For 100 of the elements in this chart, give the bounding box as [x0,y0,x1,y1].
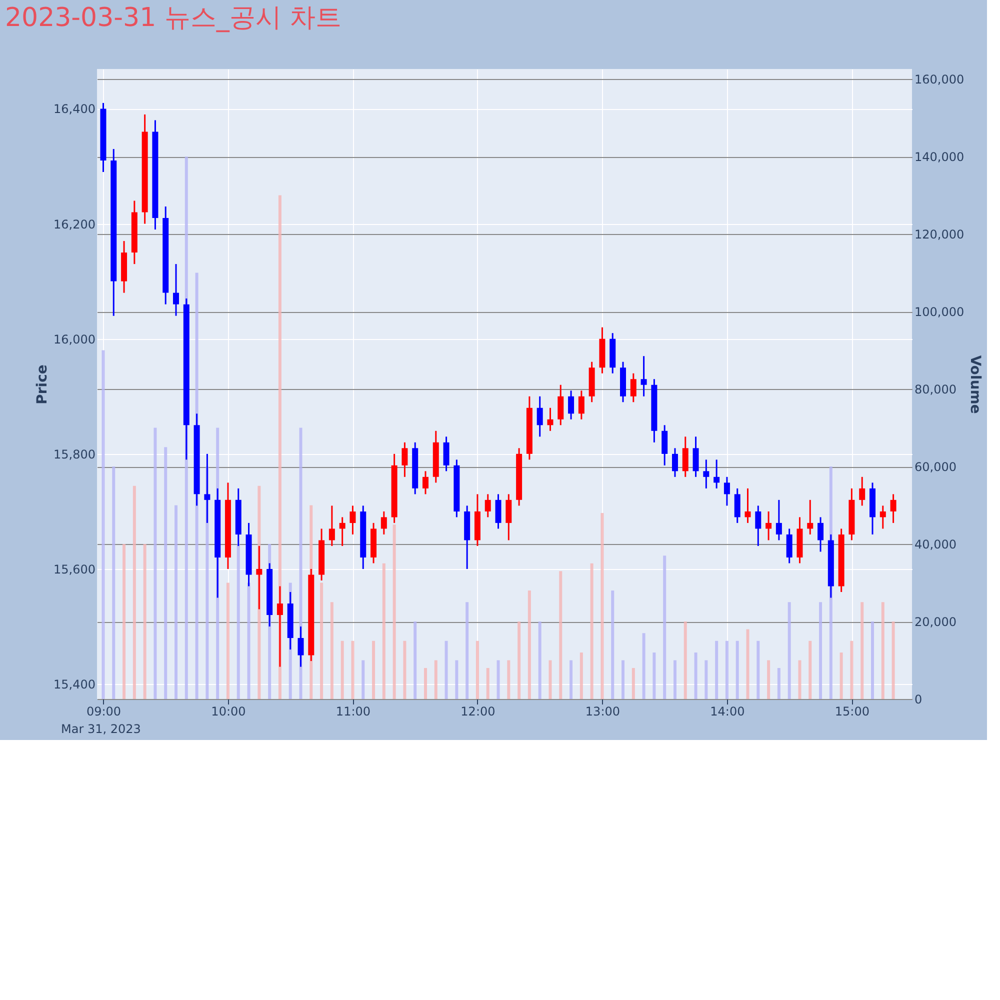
bar [414,622,417,699]
bar [673,660,676,699]
x-tick-label: 09:00 [86,704,122,718]
bar [725,640,728,699]
bar [767,660,770,699]
candlestick [339,516,346,547]
y-tick-label: 15,800 [54,447,96,462]
candlestick [380,510,387,536]
bar [496,660,500,699]
bar [132,486,136,699]
candlestick [276,585,283,668]
y-axis-title: Price [34,364,51,404]
bar [392,524,396,699]
bar [466,602,469,699]
candlestick [547,407,554,432]
bar [715,640,718,699]
bar [455,660,458,699]
x-tick-label: 12:00 [460,704,496,718]
bar [444,640,448,699]
bar [622,660,625,699]
candlestick [578,390,584,420]
bar [860,602,864,699]
bar [330,602,334,699]
bar [559,571,562,699]
candlestick [755,504,762,547]
candlestick [880,504,886,530]
bar [819,602,822,699]
x-tick-label: 15:00 [834,704,870,718]
bar [320,582,324,699]
candlestick [818,516,824,552]
bar [756,640,760,699]
candlestick [350,504,356,536]
bar [278,195,282,699]
bar [518,622,521,699]
bar [247,582,250,699]
candlestick [506,493,512,541]
candlestick [495,493,502,530]
candlestick [536,396,543,438]
bar [424,668,427,699]
x-tick-label: 14:00 [710,704,745,718]
bar [892,622,895,699]
bar [174,505,178,699]
candlestick [724,476,730,506]
bar [340,640,344,699]
candlestick [766,510,772,541]
bar [382,563,386,699]
y2-tick-label: 20,000 [914,615,956,630]
bar [154,428,157,699]
y2-tick-label: 80,000 [914,382,956,397]
y2-tick-label: 160,000 [914,72,964,87]
y2-tick-label: 100,000 [914,305,964,320]
candlestick [298,626,304,668]
bar [777,668,780,699]
candlestick [692,436,699,478]
candlestick [859,476,866,506]
candlestick [672,447,678,478]
bar [403,640,406,699]
candlestick [807,499,814,536]
bar [164,447,168,699]
bar [642,633,646,699]
bar [236,544,240,699]
bar [528,590,531,699]
y-tick-label: 15,600 [54,562,96,576]
chart-title: 2023-03-31 뉴스_공시 차트 [5,3,342,33]
y2-tick-label: 0 [914,692,922,706]
text: Mar 31, 2023 [61,722,141,736]
candlestick [568,390,574,420]
bar [507,660,510,699]
candlestick [734,488,740,524]
candlestick [558,384,564,426]
candlestick [630,372,636,403]
bar [570,660,573,699]
bar [590,563,594,699]
x-tick-label: 11:00 [336,704,371,718]
bar [870,622,874,699]
bar [112,466,116,699]
candlestick [640,355,647,398]
bar [652,652,656,699]
candlestick [703,458,710,490]
candlestick [890,493,896,524]
bar [486,668,490,699]
candlestick [714,458,720,490]
y-tick-label: 16,000 [54,332,96,346]
bar [632,668,635,699]
candlestick [204,453,210,524]
y2-tick-label: 140,000 [914,150,964,164]
bar [736,640,739,699]
bar [808,640,812,699]
candlestick [422,470,428,495]
candlestick [402,442,408,478]
candlestick [443,436,450,472]
candlestick [256,545,262,610]
bar [788,602,791,699]
candlestick [662,424,668,466]
x-tick-label: 13:00 [585,704,620,718]
bar [881,602,884,699]
bar [684,622,687,699]
bar [362,660,365,699]
y2-tick-label: 40,000 [914,538,956,552]
y-tick-label: 16,400 [54,102,96,116]
